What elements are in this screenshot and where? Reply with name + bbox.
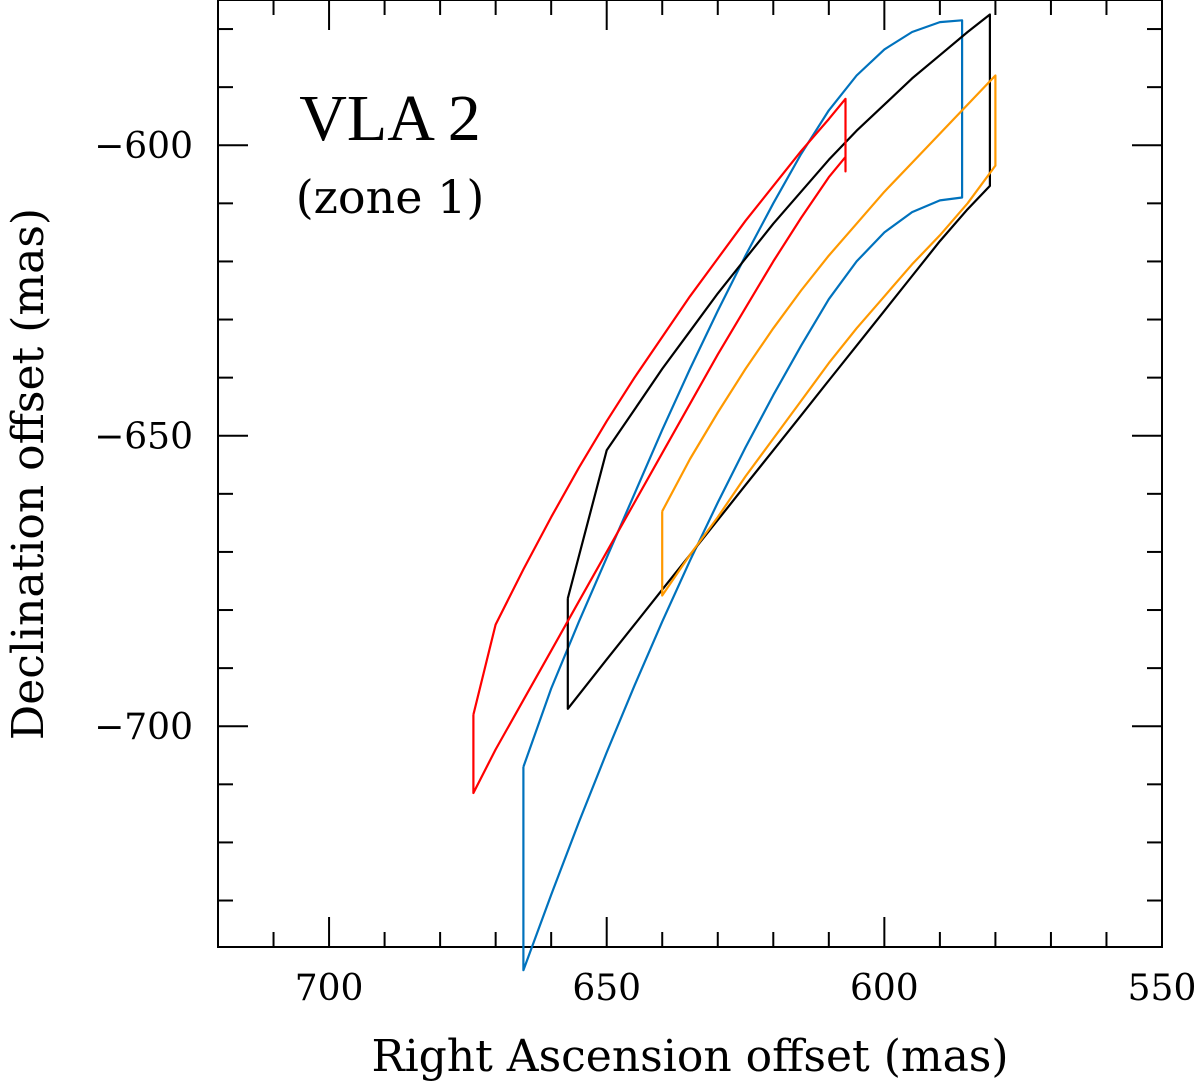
y-tick-label: −650 [94,417,193,458]
annotation-zone: (zone 1) [296,170,485,224]
y-axis-label: Declination offset (mas) [3,208,54,740]
x-tick-label: 550 [1128,968,1197,1009]
x-axis-label: Right Ascension offset (mas) [371,1031,1008,1082]
x-tick-label: 650 [572,968,641,1009]
x-tick-label: 700 [295,968,364,1009]
series-layer [472,13,997,972]
series-line-3 [472,97,847,795]
y-tick-label: −600 [94,126,193,167]
axis-ticks [217,0,1163,947]
x-tick-label: 600 [850,968,919,1009]
series-line-2 [566,13,992,710]
y-tick-label: −700 [94,707,193,748]
annotation-vla2: VLA 2 [299,82,481,155]
series-line-4 [661,74,997,597]
plot-frame [217,0,1163,948]
axis-tick-labels: 700 650 600 550 −600 −650 −700 [94,126,1196,1009]
series-line-1 [522,19,964,972]
